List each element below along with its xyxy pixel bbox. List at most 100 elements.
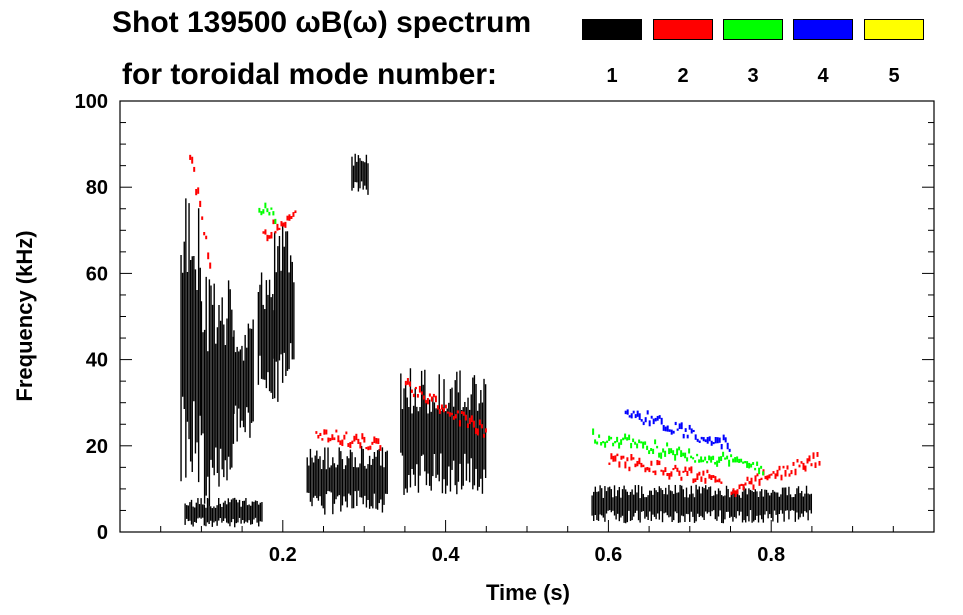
mode-trace-n3: [704, 456, 707, 461]
mode-trace-n2: [776, 469, 779, 477]
mode-trace-n2: [746, 476, 749, 481]
mode-trace-n2: [660, 469, 663, 472]
mode-trace-n2: [688, 467, 691, 471]
mode-trace-n4: [632, 410, 635, 414]
mode-trace-n2: [428, 393, 431, 397]
mode-trace-n2: [736, 489, 739, 495]
mode-trace-n3: [644, 441, 647, 445]
mode-trace-n3: [728, 459, 731, 467]
mode-trace-n3: [710, 456, 713, 463]
mode-trace-n2: [648, 467, 651, 473]
mode-trace-n2: [321, 438, 324, 441]
mode-trace-n2: [772, 471, 775, 474]
legend-swatch-mode-1: [582, 19, 642, 40]
mode-trace-n2: [808, 455, 811, 462]
mode-trace-n2: [752, 484, 755, 490]
mode-trace-n3: [702, 459, 705, 463]
mode-trace-n3: [264, 202, 267, 209]
mode-trace-n3: [624, 433, 627, 440]
y-tick-label: 100: [75, 91, 108, 113]
mode-trace-n2: [424, 399, 427, 404]
mode-trace-n4: [720, 443, 723, 450]
mode-trace-n3: [636, 443, 639, 449]
mode-trace-n2: [432, 393, 435, 398]
mode-trace-n2: [760, 477, 763, 481]
mode-trace-n3: [610, 436, 613, 440]
legend-label-mode-2: 2: [677, 65, 689, 87]
mode-trace-n2: [640, 462, 643, 468]
mode-trace-n4: [722, 434, 725, 441]
mode-trace-n3: [734, 457, 737, 463]
mode-trace-n2: [814, 462, 817, 468]
mode-trace-n3: [606, 440, 609, 443]
mode-trace-n2: [286, 215, 289, 221]
mode-trace-n2: [476, 428, 479, 436]
legend-swatch-mode-2: [653, 19, 713, 40]
mode-trace-n4: [684, 428, 687, 432]
mode-trace-n2: [274, 230, 277, 234]
mode-trace-n2: [189, 154, 192, 160]
mode-trace-n2: [620, 455, 623, 460]
mode-trace-n2: [408, 381, 411, 387]
mode-trace-n2: [698, 471, 701, 476]
mode-trace-n2: [638, 457, 641, 465]
mode-trace-n2: [456, 410, 459, 414]
y-tick-label: 40: [86, 350, 108, 372]
mode-trace-n2: [345, 431, 348, 435]
mode-trace-n2: [610, 453, 613, 460]
mode-trace-n2: [806, 458, 809, 464]
mode-trace-n2: [347, 443, 350, 447]
legend-swatch-mode-4: [793, 19, 853, 40]
mode-trace-n2: [367, 446, 370, 451]
mode-trace-n2: [710, 475, 713, 481]
mode-trace-n4: [666, 425, 669, 432]
mode-trace-n3: [730, 454, 733, 458]
mode-trace-n2: [317, 434, 320, 439]
mode-trace-n2: [203, 232, 206, 236]
mode-trace-n3: [722, 451, 725, 457]
mode-trace-n2: [270, 231, 273, 239]
mode-trace-n2: [674, 464, 677, 469]
mode-trace-n2: [686, 470, 689, 476]
mode-trace-n4: [674, 421, 677, 426]
mode-trace-n2: [284, 221, 287, 228]
mode-trace-n4: [636, 410, 639, 417]
mode-trace-n2: [349, 441, 352, 449]
mode-trace-n3: [676, 448, 679, 456]
mode-trace-n3: [630, 442, 633, 449]
mode-trace-n2: [282, 222, 285, 227]
mode-trace-n2: [339, 440, 342, 445]
mode-trace-n3: [696, 453, 699, 457]
mode-trace-n3: [698, 459, 701, 463]
mode-trace-n2: [290, 216, 293, 220]
mode-trace-n3: [638, 439, 641, 444]
mode-trace-n4: [672, 430, 675, 434]
mode-trace-n3: [274, 218, 277, 224]
mode-trace-n2: [276, 223, 279, 231]
mode-trace-n3: [684, 452, 687, 459]
mode-trace-n4: [656, 415, 659, 421]
mode-trace-n2: [644, 467, 647, 473]
mode-trace-n2: [458, 420, 461, 427]
mode-trace-n3: [732, 458, 735, 463]
mode-trace-n3: [680, 450, 683, 458]
mode-trace-n2: [406, 378, 409, 385]
mode-trace-n4: [704, 439, 707, 443]
mode-trace-n4: [670, 429, 673, 435]
y-tick-label: 60: [86, 263, 108, 285]
mode-trace-n3: [272, 211, 275, 216]
mode-trace-n4: [708, 436, 711, 442]
mode-trace-n2: [682, 470, 685, 473]
mode-trace-n4: [646, 410, 649, 415]
mode-trace-n3: [658, 452, 661, 458]
x-tick-labels: 0.2 0.4 0.6 0.8: [269, 544, 785, 566]
mode-trace-n2: [730, 491, 733, 496]
mode-trace-n3: [652, 448, 655, 455]
mode-trace-n2: [329, 437, 332, 442]
mode-trace-n4: [702, 437, 705, 442]
mode-trace-n2: [335, 429, 338, 433]
mode-trace-n4: [680, 422, 683, 430]
mode-trace-n3: [628, 434, 631, 441]
mode-trace-n2: [474, 427, 477, 434]
mode-trace-n2: [704, 477, 707, 484]
